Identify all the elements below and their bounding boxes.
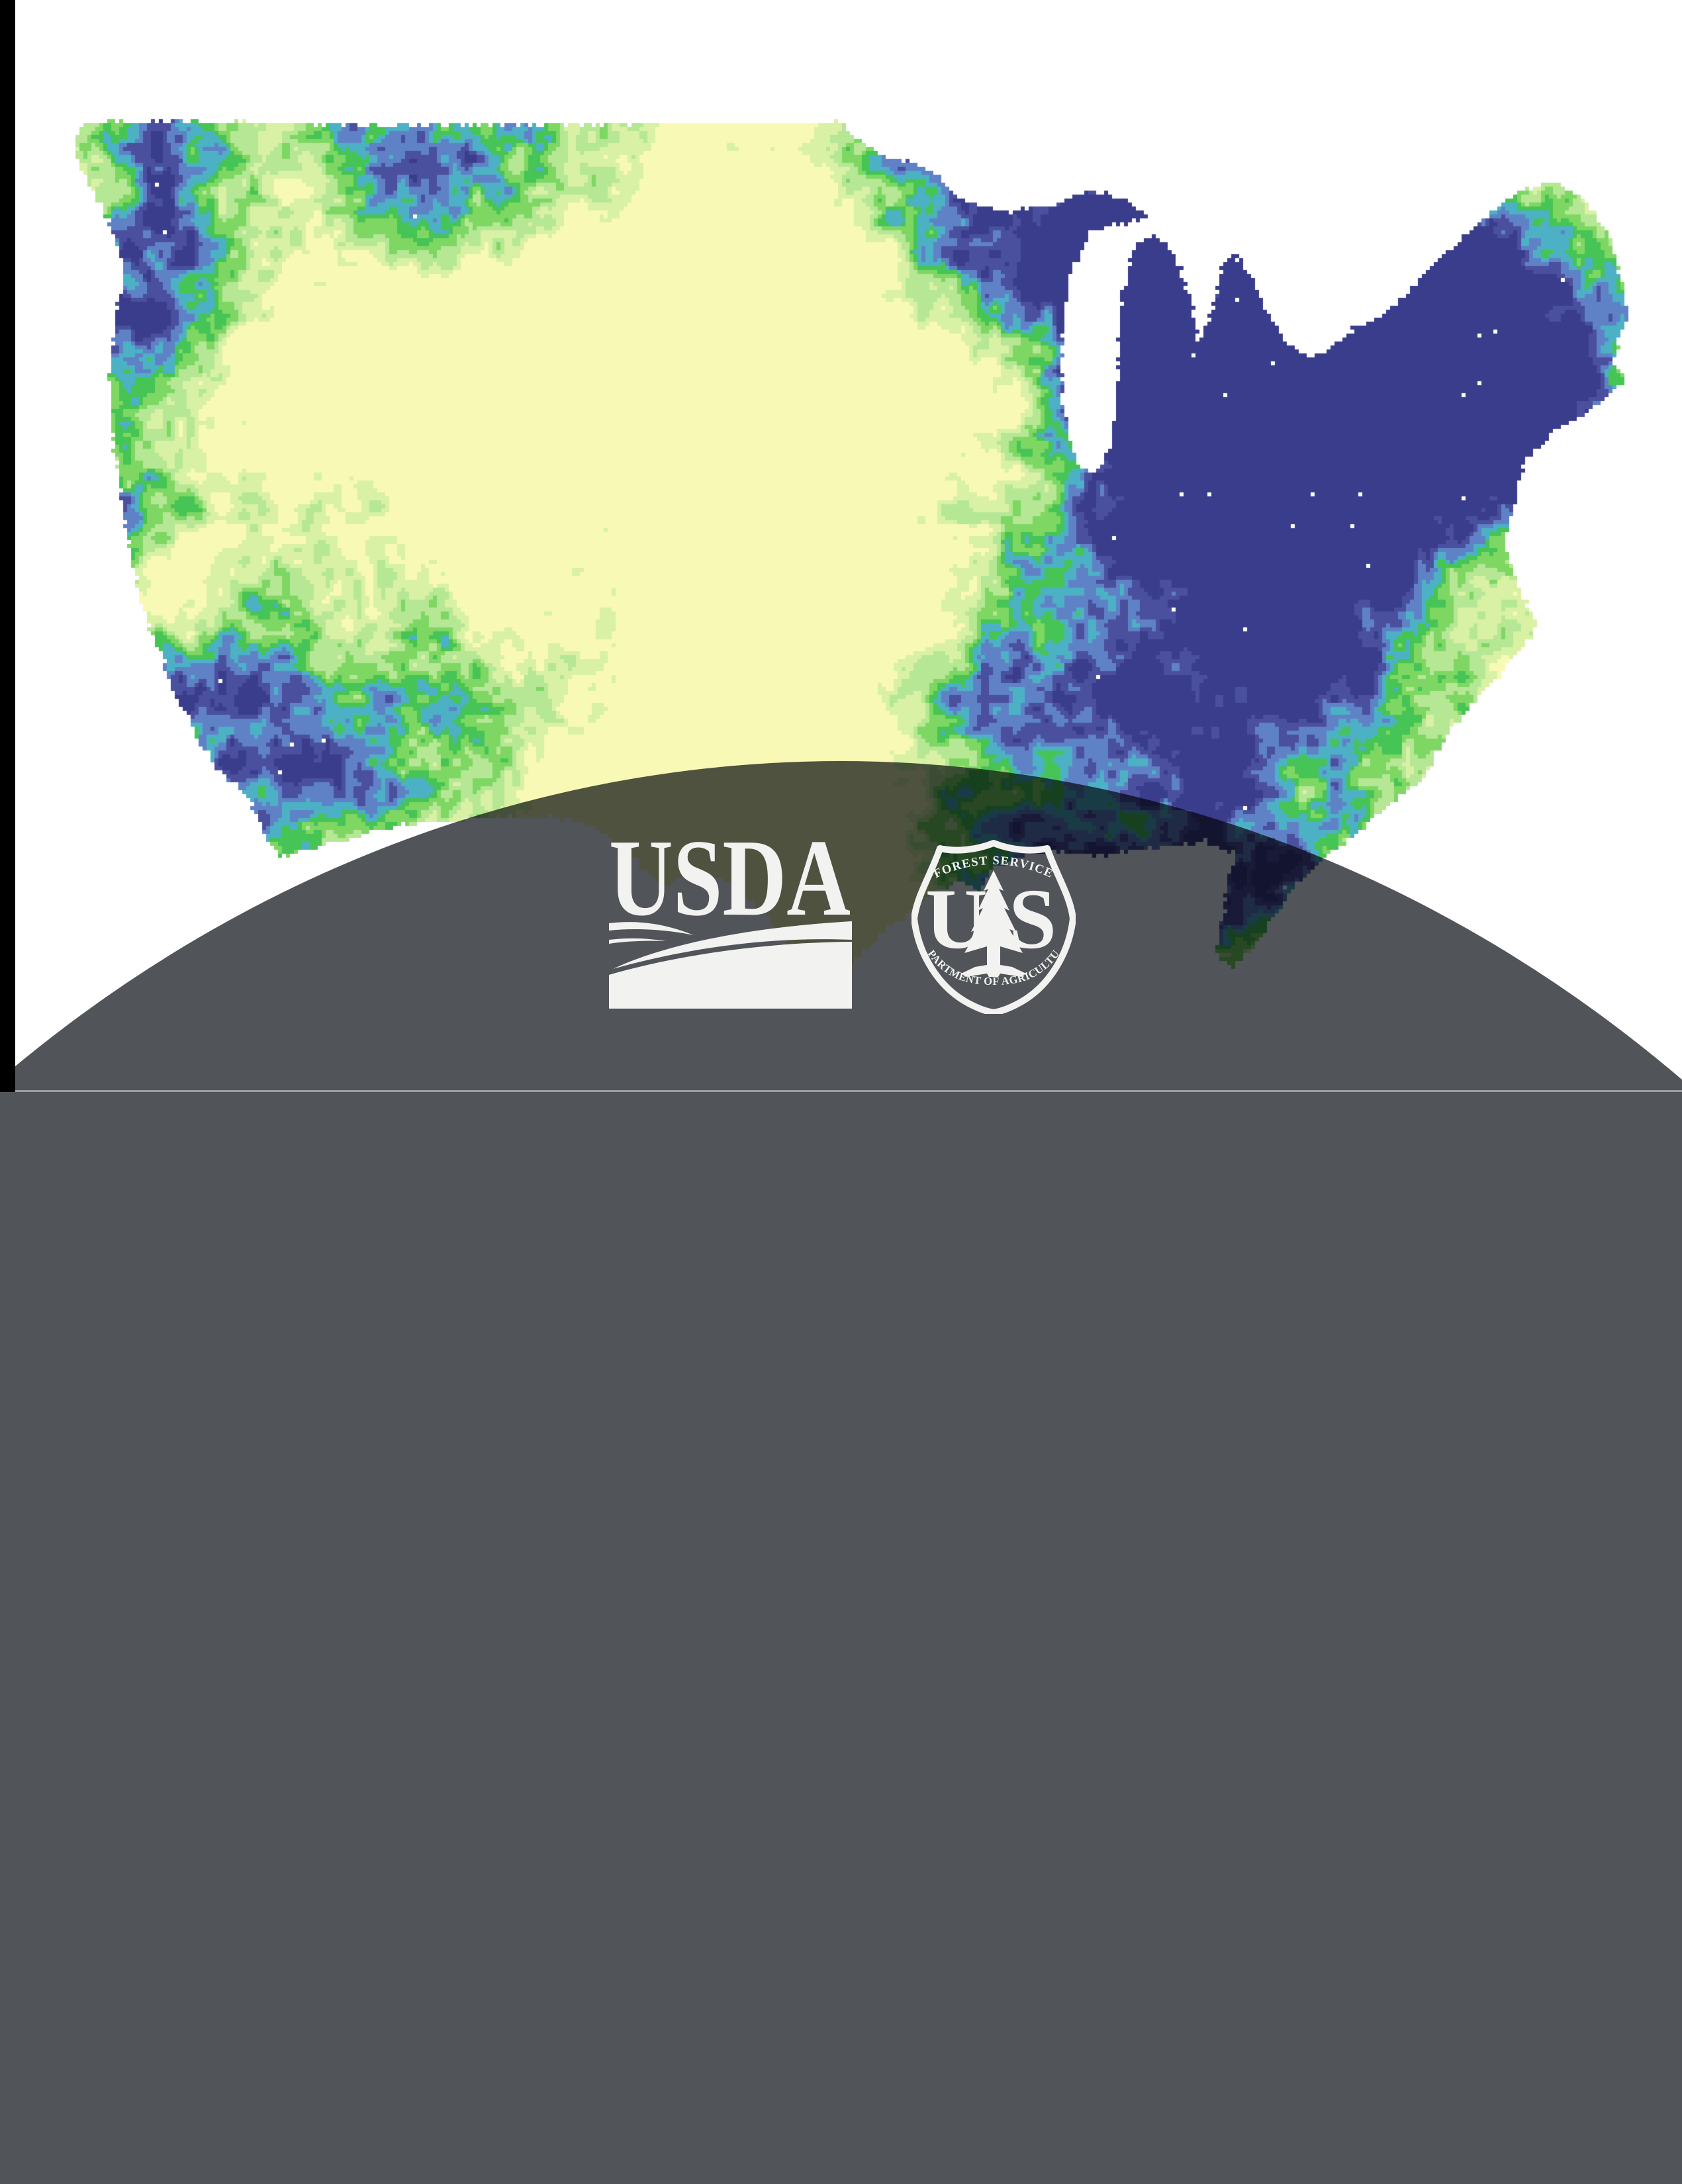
shield-outline (911, 840, 1076, 1014)
usda-swoosh-wedge-top (609, 922, 694, 935)
usda-logo: USDA (608, 842, 852, 1009)
bottom-edge-line (0, 1090, 1682, 1092)
usda-ground-block (609, 942, 852, 1009)
usda-swoosh (609, 921, 852, 1009)
usda-swoosh-band (613, 921, 852, 969)
usda-swoosh-wedge-bottom (609, 938, 666, 944)
shield-monogram-u: U (925, 872, 988, 967)
forest-service-shield-svg: FOREST SERVICE U S DEPARTMENT OF AGRICUL… (911, 839, 1076, 1014)
forest-service-shield: FOREST SERVICE U S DEPARTMENT OF AGRICUL… (911, 839, 1076, 1014)
usda-wordmark: USDA (609, 842, 851, 938)
pine-tree-icon (961, 870, 1026, 977)
usda-logo-svg: USDA (609, 842, 852, 1009)
left-edge-bar (0, 0, 15, 1092)
